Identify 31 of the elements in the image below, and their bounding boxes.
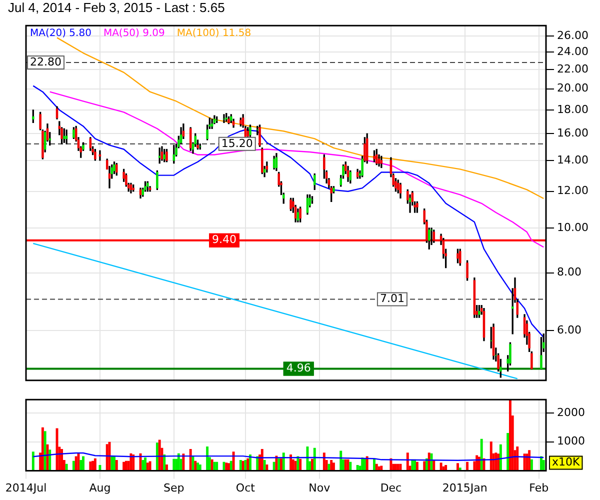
x-tick-label: Oct: [236, 481, 256, 494]
x-tick-label: Sep: [164, 481, 184, 494]
text: MA(100) 11.58: [176, 28, 252, 39]
x-tick-label: Nov: [308, 481, 331, 494]
x-tick-label: Dec: [380, 481, 402, 494]
x-tick-label: 2015Jan: [442, 481, 488, 494]
y-tick-label: 22.00: [557, 62, 588, 76]
text: MA(20) 5.80: [30, 28, 92, 39]
y-tick-label: 1000: [557, 434, 585, 448]
x-tick-label: Aug: [89, 481, 111, 494]
ref-line-label: 7.01: [380, 292, 404, 306]
y-tick-label: 20.00: [557, 82, 588, 95]
y-tick-label: 16.00: [557, 126, 588, 140]
y-tick-label: 8.00: [557, 266, 582, 279]
ref-line-label: 15.20: [221, 136, 253, 150]
x-tick-label: Feb: [529, 481, 549, 494]
y-tick-label: 26.00: [557, 28, 588, 42]
y-axis-title: x10K: [552, 456, 581, 469]
x-tick-label: 2014Jul: [5, 481, 47, 494]
y-tick-label: 14.00: [557, 153, 588, 166]
ref-line-label: 4.96: [286, 362, 311, 375]
y-tick-label: 2000: [557, 406, 585, 419]
chart-title: Jul 4, 2014 - Feb 3, 2015 - Last : 5.65: [7, 0, 226, 16]
y-tick-label: 10.00: [557, 220, 588, 234]
y-tick-label: 18.00: [557, 102, 588, 116]
y-tick-label: 6.00: [557, 323, 582, 336]
ref-line-label: 22.80: [30, 55, 62, 68]
y-tick-label: 12.00: [557, 184, 588, 198]
ref-line-label: 9.40: [212, 233, 236, 246]
y-tick-label: 24.00: [557, 45, 588, 58]
text: MA(50) 9.09: [103, 28, 165, 39]
